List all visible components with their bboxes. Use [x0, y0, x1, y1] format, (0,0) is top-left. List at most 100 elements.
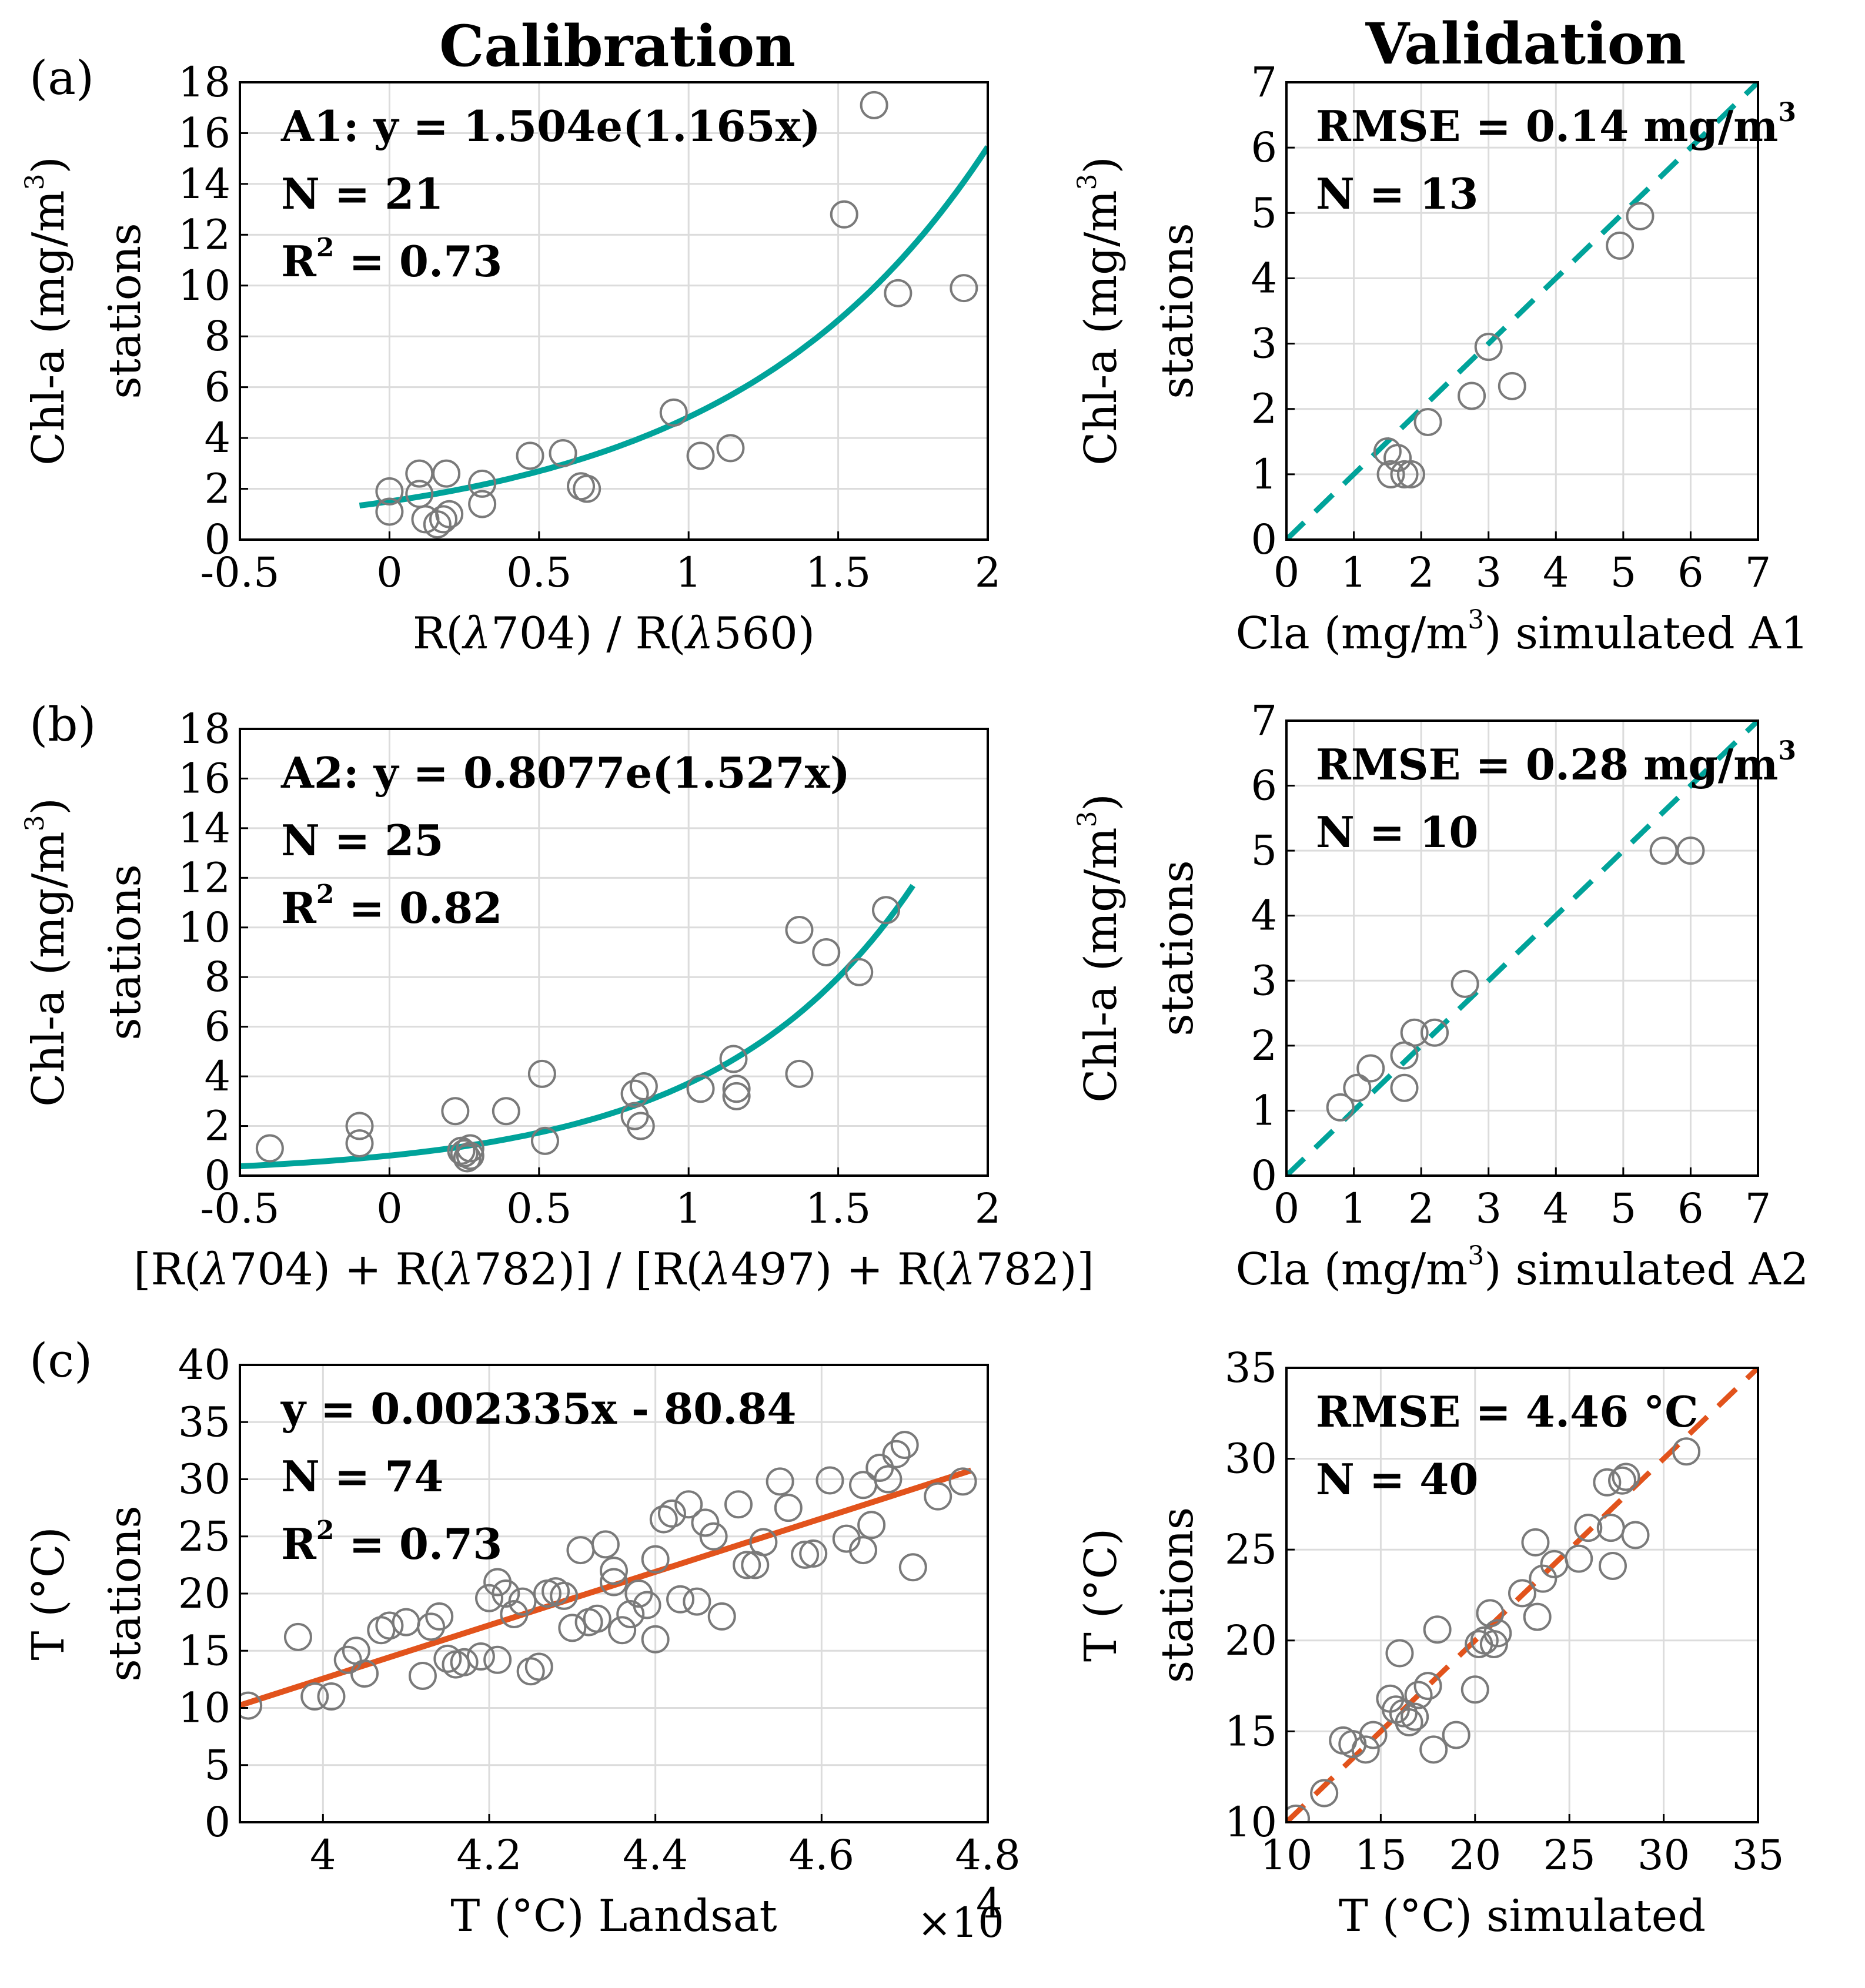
data-point — [666, 1585, 695, 1614]
data-point — [626, 1112, 655, 1140]
data-point — [492, 1097, 520, 1126]
annotation: RMSE = 0.14 mg/m3 — [1316, 98, 1796, 151]
data-point — [417, 1612, 446, 1641]
annotation: R2 = 0.73 — [281, 1515, 502, 1569]
y-tick-label: 6 — [1251, 762, 1277, 810]
y-axis-sublabel: stations — [99, 1505, 151, 1681]
y-tick-label: 2 — [1251, 1022, 1277, 1070]
data-point — [722, 1075, 751, 1103]
data-point — [1523, 1602, 1552, 1631]
y-tick-label: 15 — [1225, 1707, 1277, 1755]
annotation: RMSE = 0.28 mg/m3 — [1316, 736, 1796, 789]
x-tick-label: 4 — [1543, 548, 1569, 597]
data-point — [722, 1082, 751, 1110]
y-tick-label: 30 — [178, 1455, 230, 1504]
data-point — [1419, 1735, 1448, 1764]
x-tick-label: 15 — [1355, 1831, 1407, 1879]
data-point — [345, 1112, 374, 1140]
data-point — [1606, 231, 1635, 260]
y-tick-label: 8 — [204, 953, 230, 1001]
data-point — [884, 279, 913, 307]
x-tick-label: 1.5 — [806, 1184, 871, 1233]
data-point — [815, 1466, 844, 1495]
data-point — [608, 1616, 637, 1645]
y-tick-label: 1 — [1251, 1086, 1277, 1134]
y-tick-label: 2 — [1251, 385, 1277, 433]
data-point — [1593, 1468, 1622, 1497]
y-tick-label: 0 — [204, 516, 230, 564]
panel-label: (c) — [29, 1333, 92, 1388]
x-axis-label: [R(λ704) + R(λ782)] / [R(λ497) + R(λ782)… — [133, 1243, 1094, 1295]
x-tick-label: 5 — [1610, 548, 1637, 597]
annotation: RMSE = 4.46 °C — [1316, 1387, 1699, 1437]
data-point — [441, 1097, 470, 1126]
data-point — [1400, 1018, 1429, 1047]
data-point — [1413, 407, 1442, 436]
data-point — [475, 1584, 503, 1612]
x-tick-label: 25 — [1543, 1831, 1596, 1879]
x-tick-label: 4.2 — [456, 1831, 522, 1879]
data-point — [317, 1682, 346, 1711]
data-point — [375, 1611, 404, 1640]
data-point — [716, 434, 745, 463]
1-to-1-reference-line — [1286, 1368, 1758, 1822]
data-point — [524, 1652, 553, 1681]
x-tick-label: 1 — [1341, 1184, 1367, 1233]
data-point — [1450, 969, 1479, 998]
panel-label: (b) — [29, 697, 96, 752]
y-tick-label: 5 — [1251, 826, 1277, 875]
data-point — [657, 1499, 686, 1528]
y-tick-label: 30 — [1225, 1435, 1277, 1483]
data-point — [799, 1539, 828, 1568]
x-tick-label: 0 — [1274, 548, 1300, 597]
data-point — [345, 1129, 374, 1158]
data-point — [1356, 1054, 1385, 1083]
data-point — [857, 1511, 886, 1539]
y-tick-label: 0 — [1251, 1152, 1277, 1200]
y-tick-label: 16 — [178, 109, 230, 157]
plot-area — [239, 81, 989, 541]
y-tick-label: 10 — [178, 1684, 230, 1732]
x-tick-label: 4 — [310, 1831, 336, 1879]
data-point — [573, 474, 601, 503]
data-point — [699, 1522, 728, 1551]
data-point — [1608, 1466, 1637, 1495]
data-point — [300, 1682, 329, 1711]
x-tick-label: 7 — [1745, 548, 1772, 597]
x-multiplier-exponent: 4 — [976, 1879, 1002, 1927]
y-axis-label: Chl-a (mg/m3) — [20, 798, 74, 1107]
annotation: R2 = 0.82 — [281, 879, 502, 933]
x-tick-label: 4.4 — [623, 1831, 688, 1879]
panel-6: 10 15 20 25 30 35 10 15 20 25 30 35 T (°C) simulated… — [1075, 1344, 1784, 1942]
data-point — [492, 1579, 520, 1608]
data-point — [659, 398, 688, 427]
data-point — [1521, 1528, 1550, 1557]
validation-title: Validation — [1365, 11, 1686, 77]
data-point — [616, 1600, 645, 1629]
data-point — [375, 477, 404, 506]
plot-border — [1285, 719, 1759, 1177]
data-point — [674, 1490, 703, 1519]
annotation: N = 13 — [1316, 169, 1478, 219]
data-point — [283, 1622, 312, 1651]
plot-border — [239, 81, 989, 541]
data-point — [1326, 1093, 1355, 1122]
x-tick-label: 4.6 — [789, 1831, 854, 1879]
x-tick-label: 2 — [1408, 1184, 1435, 1233]
x-axis-label: T (°C) Landsat — [450, 1890, 777, 1942]
data-point — [686, 441, 715, 470]
data-point — [516, 441, 544, 470]
data-point — [1483, 1619, 1512, 1648]
annotation: N = 40 — [1316, 1454, 1478, 1504]
annotation: N = 10 — [1316, 807, 1478, 857]
data-point — [860, 91, 888, 119]
y-axis-label: Chl-a (mg/m3) — [1072, 794, 1127, 1103]
data-point — [435, 500, 464, 528]
x-tick-label: 6 — [1677, 548, 1704, 597]
data-point — [468, 469, 497, 498]
annotation: R2 = 0.73 — [281, 233, 502, 286]
data-point — [450, 1648, 479, 1676]
